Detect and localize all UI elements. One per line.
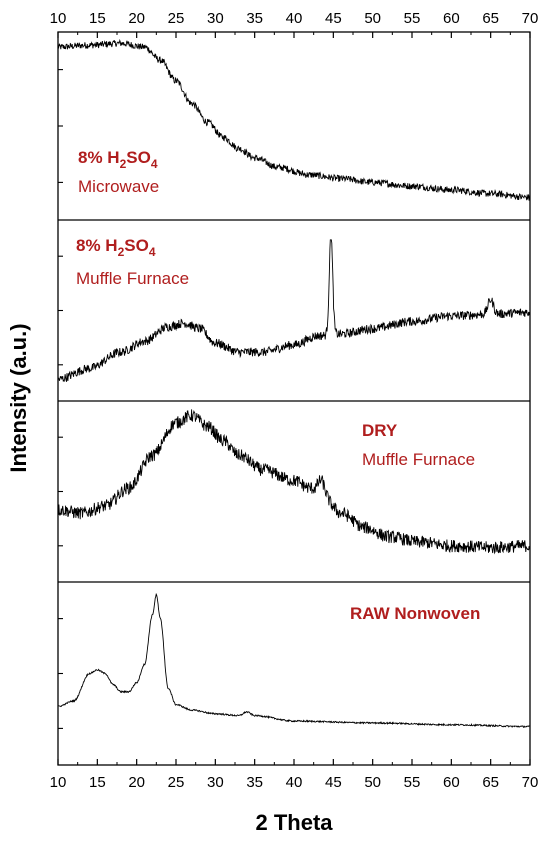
annotation-microwave-method: Microwave [78,177,159,196]
diffraction-series [57,38,531,728]
x-tick-label: 10 [50,774,67,791]
x-tick-label: 30 [207,10,224,27]
annotation-dry-method: Muffle Furnace [362,450,475,469]
series-line-panel-1 [57,38,531,202]
annotation-dry-label: DRY [362,421,398,440]
x-tick-label: 40 [286,10,303,27]
tick-marks [57,32,531,765]
plot-frame [57,31,531,766]
series-line-panel-3 [57,409,531,555]
x-tick-label: 15 [89,774,106,791]
x-tick-label: 60 [443,10,460,27]
x-tick-label: 35 [246,10,263,27]
x-tick-label: 25 [168,774,185,791]
x-tick-label: 60 [443,774,460,791]
x-axis-title: 2 Theta [255,810,333,835]
annotation-microwave-formula: 8% H2SO4 [78,148,158,171]
x-tick-label: 45 [325,10,342,27]
x-tick-label: 70 [522,774,539,791]
x-tick-label: 55 [404,10,421,27]
x-tick-label: 65 [482,774,499,791]
x-tick-label: 55 [404,774,421,791]
x-tick-labels-bottom: 10 15 20 25 30 35 40 45 50 55 60 65 70 [50,774,539,791]
x-tick-label: 70 [522,10,539,27]
annotation-muffle-method: Muffle Furnace [76,269,189,288]
series-line-panel-4 [57,592,531,728]
x-tick-label: 15 [89,10,106,27]
x-tick-label: 65 [482,10,499,27]
x-tick-label: 20 [128,10,145,27]
annotation-raw-label: RAW Nonwoven [350,604,480,623]
x-tick-labels-top: 10 15 20 25 30 35 40 45 50 55 60 65 70 [50,10,539,27]
x-tick-label: 35 [246,774,263,791]
annotation-muffle-formula: 8% H2SO4 [76,236,156,259]
x-tick-label: 30 [207,774,224,791]
x-tick-label: 10 [50,10,67,27]
x-tick-label: 40 [286,774,303,791]
x-tick-label: 45 [325,774,342,791]
series-line-panel-2 [57,239,531,382]
x-tick-label: 50 [364,10,381,27]
x-tick-label: 20 [128,774,145,791]
x-tick-label: 50 [364,774,381,791]
y-axis-title: Intensity (a.u.) [6,323,31,472]
x-tick-label: 25 [168,10,185,27]
